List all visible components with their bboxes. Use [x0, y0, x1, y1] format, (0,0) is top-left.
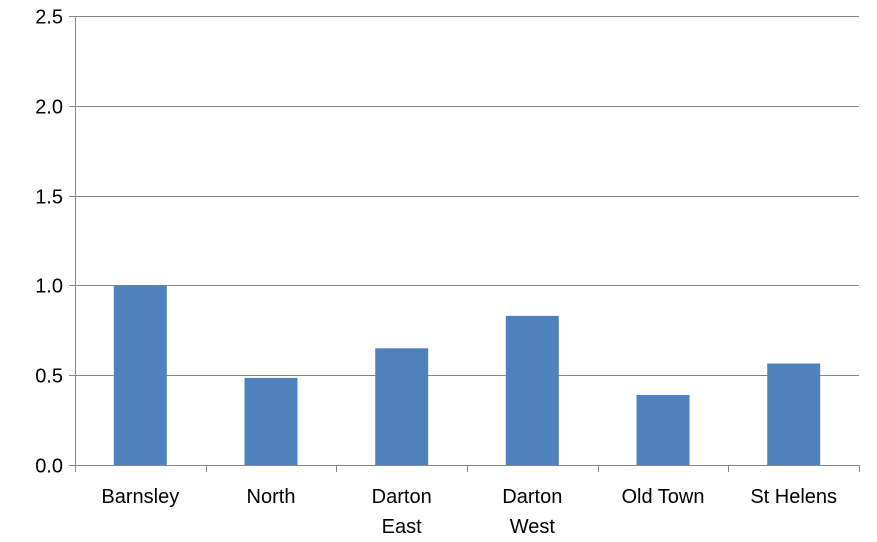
- axes: [69, 16, 860, 472]
- x-category-label: Barnsley: [101, 486, 179, 508]
- bar-old-town: [636, 395, 690, 465]
- y-tick-label: 1.5: [35, 187, 63, 209]
- bars: [113, 285, 821, 465]
- x-category-label: Darton East: [372, 486, 432, 538]
- x-tick-labels: Barnsley North Darton East Darton West Old Tow…: [101, 486, 837, 538]
- y-tick-label: 0.0: [35, 456, 63, 478]
- x-category-label: Darton West: [502, 486, 562, 538]
- y-tick-label: 2.5: [35, 7, 63, 29]
- y-tick-labels: 0.0 0.5 1.0 1.5 2.0 2.5: [35, 7, 63, 478]
- y-tick-label: 2.0: [35, 97, 63, 119]
- gridlines: [75, 16, 859, 376]
- bar-darton-west: [505, 315, 559, 465]
- bar-barnsley: [113, 285, 167, 465]
- bar-north: [244, 377, 298, 465]
- bar-st-helens: [767, 363, 821, 465]
- y-tick-label: 1.0: [35, 276, 63, 298]
- y-tick-label: 0.5: [35, 366, 63, 388]
- x-category-label: North: [247, 486, 296, 508]
- x-category-label: Old Town: [621, 486, 704, 508]
- x-category-label: St Helens: [750, 486, 837, 508]
- bar-darton-east: [375, 348, 429, 465]
